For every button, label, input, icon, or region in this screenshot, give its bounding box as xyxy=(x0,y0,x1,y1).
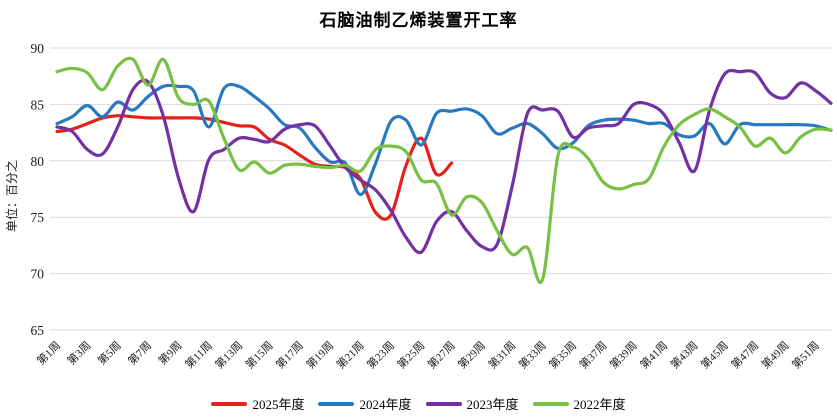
x-axis-tick-label: 第29周 xyxy=(455,338,488,371)
legend-label: 2024年度 xyxy=(359,397,412,412)
legend: 2025年度 2024年度 2023年度 2022年度 xyxy=(0,394,837,413)
legend-label: 2025年度 xyxy=(252,397,305,412)
x-axis-tick-label: 第47周 xyxy=(728,338,761,371)
legend-line-swatch xyxy=(425,401,462,406)
x-axis-tick-label: 第19周 xyxy=(303,338,336,371)
x-axis-tick-label: 第43周 xyxy=(667,338,700,371)
legend-line-swatch xyxy=(318,401,355,406)
y-axis-tick-label: 65 xyxy=(31,323,45,338)
x-axis-tick-label: 第9周 xyxy=(155,338,184,367)
series-line-2023年度 xyxy=(55,68,833,255)
x-axis-tick-label: 第31周 xyxy=(485,338,518,371)
x-axis-tick-label: 第11周 xyxy=(182,338,215,371)
y-axis-tick-label: 70 xyxy=(31,267,45,282)
y-axis-tick-label: 85 xyxy=(31,97,45,112)
x-axis-tick-label: 第17周 xyxy=(273,338,306,371)
x-axis-tick-label: 第27周 xyxy=(424,338,457,371)
x-axis-tick-label: 第45周 xyxy=(698,338,731,371)
legend-item-2025年度: 2025年度 xyxy=(211,394,304,413)
y-axis-tick-label: 90 xyxy=(31,41,45,56)
y-axis-unit-label: 单位：百分之 xyxy=(4,160,19,232)
legend-line-swatch xyxy=(211,401,248,406)
x-axis-tick-label: 第39周 xyxy=(607,338,640,371)
legend-label: 2022年度 xyxy=(573,397,626,412)
x-axis-tick-label: 第49周 xyxy=(758,338,791,371)
x-axis-tick-label: 第21周 xyxy=(333,338,366,371)
x-axis-tick-label: 第7周 xyxy=(125,338,154,367)
legend-label: 2023年度 xyxy=(466,397,519,412)
series-line-2024年度 xyxy=(55,82,833,197)
x-axis-tick-label: 第3周 xyxy=(64,338,93,367)
legend-item-2023年度: 2023年度 xyxy=(425,394,519,413)
legend-line-swatch xyxy=(532,401,569,406)
x-axis-tick-label: 第25周 xyxy=(394,338,427,371)
x-axis-tick-label: 第51周 xyxy=(789,338,822,371)
x-axis-tick-label: 第41周 xyxy=(637,338,670,371)
chart-title: 石脑油制乙烯装置开工率 xyxy=(319,11,518,30)
y-axis-tick-label: 75 xyxy=(31,210,45,225)
x-axis-tick-label: 第35周 xyxy=(546,338,579,371)
x-axis-tick-label: 第5周 xyxy=(94,338,123,367)
x-axis-tick-label: 第37周 xyxy=(576,338,609,371)
x-axis-tick-label: 第13周 xyxy=(212,338,245,371)
series-line-2022年度 xyxy=(55,56,833,284)
x-axis-tick-label: 第1周 xyxy=(34,338,63,367)
x-axis-tick-label: 第33周 xyxy=(516,338,549,371)
y-axis-tick-label: 80 xyxy=(31,154,45,169)
legend-item-2024年度: 2024年度 xyxy=(318,394,412,413)
x-axis-tick-label: 第23周 xyxy=(364,338,397,371)
legend-item-2022年度: 2022年度 xyxy=(532,394,626,413)
x-axis-tick-label: 第15周 xyxy=(242,338,275,371)
